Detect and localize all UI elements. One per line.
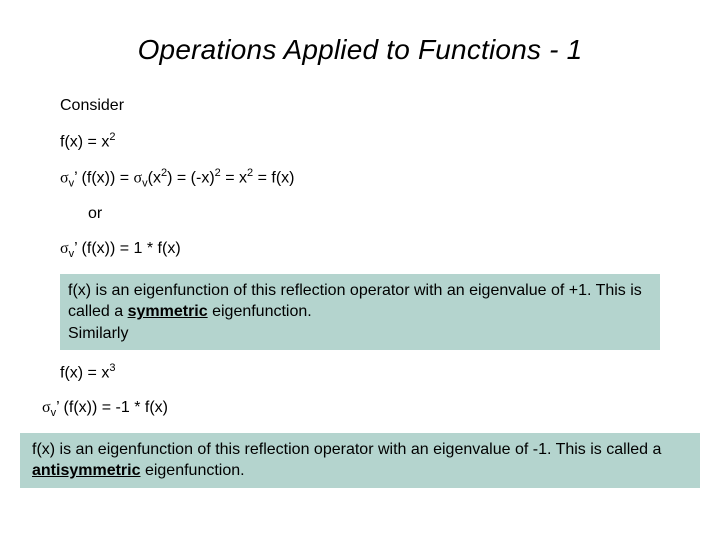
- exp-2: 2: [109, 131, 115, 143]
- line-consider: Consider: [60, 94, 660, 119]
- slide-root: Operations Applied to Functions - 1 Cons…: [0, 0, 720, 540]
- eq-x2: = x: [221, 169, 247, 186]
- callout-symmetric: f(x) is an eigenfunction of this reflect…: [60, 274, 660, 351]
- text-fx-eq-x3: f(x) = x: [60, 365, 109, 382]
- callout1-sym: symmetric: [128, 303, 208, 320]
- sigma-fx-eq-1fx: (f(x)) = 1 * f(x): [77, 240, 181, 257]
- line-or: or: [88, 202, 660, 227]
- line-sigma-expand: σv’ (f(x)) = σv(x2) = (-x)2 = x2 = f(x): [60, 165, 660, 193]
- text-fx-eq: f(x) = x: [60, 133, 109, 150]
- line-fx-x3: f(x) = x3: [60, 360, 660, 386]
- close-eq-negx: ) = (-x): [167, 169, 215, 186]
- callout2-b: eigenfunction.: [141, 462, 245, 479]
- sigma-paren-x: (x: [148, 169, 161, 186]
- line-sigma-1fx: σv’ (f(x)) = 1 * f(x): [60, 237, 660, 263]
- callout1-b: eigenfunction.: [208, 303, 312, 320]
- callout2-a: f(x) is an eigenfunction of this reflect…: [32, 441, 661, 458]
- sigma-2: σ: [134, 169, 143, 186]
- eq-fx: = f(x): [253, 169, 294, 186]
- line-fx-x2: f(x) = x2: [60, 129, 660, 155]
- sigma-fx-1: (f(x)) =: [77, 169, 133, 186]
- callout1-c: Similarly: [68, 325, 128, 342]
- sigma-1: σ: [60, 169, 69, 186]
- line-sigma-neg1fx: σv’ (f(x)) = -1 * f(x): [42, 396, 660, 422]
- body-block: Consider f(x) = x2 σv’ (f(x)) = σv(x2) =…: [60, 94, 660, 488]
- sigma-fx-eq-neg1fx: (f(x)) = -1 * f(x): [59, 399, 168, 416]
- sigma-4: σ: [42, 399, 51, 416]
- slide-title: Operations Applied to Functions - 1: [60, 34, 660, 66]
- exp-3: 3: [109, 362, 115, 374]
- callout2-anti: antisymmetric: [32, 462, 141, 479]
- callout-antisymmetric: f(x) is an eigenfunction of this reflect…: [20, 433, 700, 488]
- sigma-3: σ: [60, 240, 69, 257]
